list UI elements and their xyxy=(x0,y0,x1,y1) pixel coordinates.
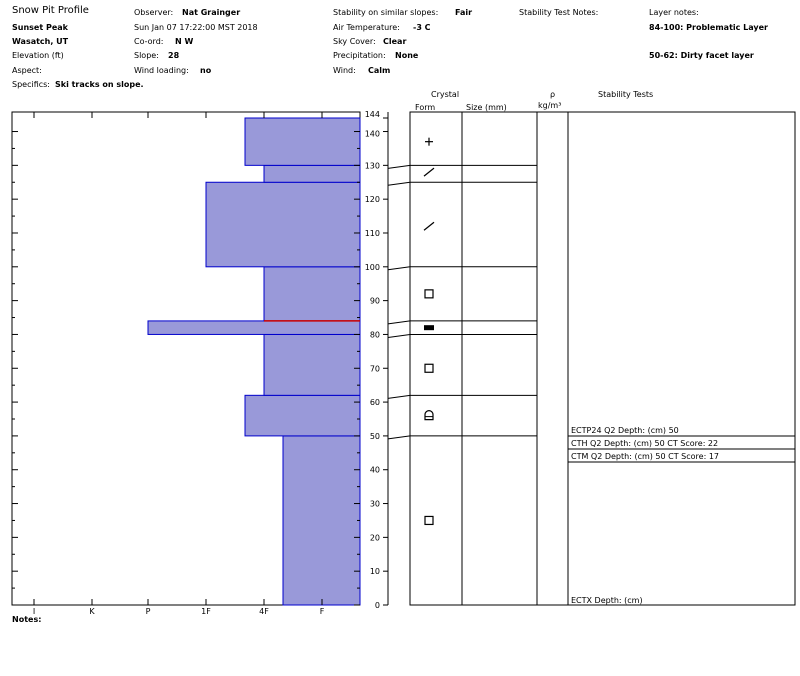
depth-tick-label: 144 xyxy=(365,110,380,119)
coord-value: N W xyxy=(175,37,194,46)
depth-tick-label: 140 xyxy=(365,130,380,139)
crystal-form-fc-icon xyxy=(424,363,434,373)
hardness-bar xyxy=(282,435,361,606)
hardness-tick-label: 1F xyxy=(201,607,211,616)
crystal-form-df-icon xyxy=(423,167,435,177)
profile-table-frame xyxy=(409,111,796,606)
layer-boundary xyxy=(387,181,537,186)
depth-tick-label: 70 xyxy=(370,364,380,373)
air-temp-label: Air Temperature: xyxy=(333,23,400,32)
location: Sunset Peak xyxy=(12,23,68,32)
datetime: Sun Jan 07 17:22:00 MST 2018 xyxy=(134,23,258,32)
stability-test-text: CTH Q2 Depth: (cm) 50 CT Score: 22 xyxy=(571,439,718,448)
layer-boundary xyxy=(387,320,537,325)
depth-tick-label: 30 xyxy=(370,500,380,509)
sky-label: Sky Cover: xyxy=(333,37,376,46)
rho-header: ρ xyxy=(550,90,556,99)
size-header: Size (mm) xyxy=(466,103,507,112)
crystal-form-fc-icon xyxy=(424,515,434,526)
hardness-bar xyxy=(263,333,361,396)
depth-tick-label: 20 xyxy=(370,533,380,542)
stability-test-text: CTM Q2 Depth: (cm) 50 CT Score: 17 xyxy=(571,452,719,461)
stability-test-text: ECTX Depth: (cm) xyxy=(571,596,643,605)
form-header: Form xyxy=(415,103,436,112)
wind-loading-label: Wind loading: xyxy=(134,66,189,75)
hardness-bar xyxy=(244,394,361,437)
depth-tick-label: 100 xyxy=(365,263,380,272)
precip-label: Precipitation: xyxy=(333,51,386,60)
crystal-header: Crystal xyxy=(431,90,460,99)
crystal-form-df-icon xyxy=(423,221,435,231)
hardness-tick-label: F xyxy=(320,607,325,616)
specifics-label: Specifics: xyxy=(12,80,50,89)
layer-boundary xyxy=(387,164,537,169)
hardness-bar xyxy=(205,181,361,268)
elevation-label: Elevation (ft) xyxy=(12,51,64,60)
density-unit-header: kg/m³ xyxy=(538,101,562,110)
hardness-tick-label: I xyxy=(33,607,35,616)
depth-tick-label: 10 xyxy=(370,567,380,576)
layer-boundary xyxy=(387,266,537,271)
sky-value: Clear xyxy=(383,37,407,46)
slope-value: 28 xyxy=(168,51,180,60)
depth-tick-label: 50 xyxy=(370,432,380,441)
layer-note-1: 84-100: Problematic Layer xyxy=(649,23,768,32)
depth-tick-label: 130 xyxy=(365,161,380,170)
hardness-bar xyxy=(244,117,361,166)
hardness-tick-label: 4F xyxy=(259,607,269,616)
depth-tick-label: 90 xyxy=(370,297,380,306)
coord-label: Co-ord: xyxy=(134,37,164,46)
layer-notes-label: Layer notes: xyxy=(649,8,699,17)
depth-tick-label: 80 xyxy=(370,330,380,339)
slope-label: Slope: xyxy=(134,51,159,60)
hardness-bar xyxy=(263,164,361,183)
stability-test-text: ECTP24 Q2 Depth: (cm) 50 xyxy=(571,426,679,435)
stability-tests-header: Stability Tests xyxy=(598,90,654,99)
wind-label: Wind: xyxy=(333,66,356,75)
depth-tick-label: 110 xyxy=(365,229,380,238)
depth-tick-label: 120 xyxy=(365,195,380,204)
layer-boundary xyxy=(387,394,537,399)
hardness-tick-label: P xyxy=(146,607,151,616)
wind-value: Calm xyxy=(368,66,391,75)
crystal-form-fc-icon xyxy=(424,289,434,299)
hardness-bar xyxy=(263,266,361,322)
crystal-form-sh-icon xyxy=(424,325,434,331)
hardness-bar xyxy=(147,320,361,335)
observer-value: Nat Grainger xyxy=(182,8,241,17)
region: Wasatch, UT xyxy=(12,37,69,46)
wind-loading-value: no xyxy=(200,66,212,75)
specifics-value: Ski tracks on slope. xyxy=(55,80,144,89)
layer-note-2: 50-62: Dirty facet layer xyxy=(649,51,754,60)
depth-tick-label: 0 xyxy=(375,601,380,610)
observer-label: Observer: xyxy=(134,8,174,17)
precip-value: None xyxy=(395,51,419,60)
layer-boundary xyxy=(387,333,537,338)
crystal-form-fcxr-icon xyxy=(424,410,434,421)
stability-label: Stability on similar slopes: xyxy=(333,8,439,17)
depth-tick-label: 40 xyxy=(370,466,380,475)
crystal-form-pp-icon xyxy=(425,137,433,146)
notes-label: Notes: xyxy=(12,615,42,624)
air-temp-value: -3 C xyxy=(413,23,431,32)
stability-value: Fair xyxy=(455,8,473,17)
aspect-label: Aspect: xyxy=(12,66,42,75)
layer-boundary xyxy=(387,435,537,440)
page-title: Snow Pit Profile xyxy=(12,5,89,16)
stability-notes-label: Stability Test Notes: xyxy=(519,8,599,17)
hardness-tick-label: K xyxy=(89,607,95,616)
depth-tick-label: 60 xyxy=(370,398,380,407)
